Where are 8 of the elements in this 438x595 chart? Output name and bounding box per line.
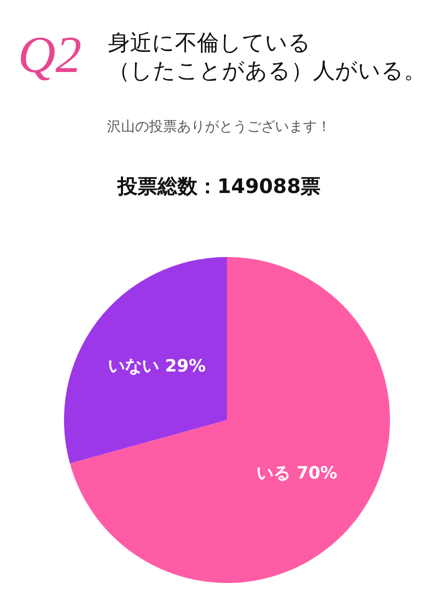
chart-subtitle: 沢山の投票ありがとうございます！ <box>106 118 332 136</box>
slice-label: いる 70% <box>256 463 338 484</box>
pie-slice <box>64 257 227 464</box>
chart-title: 身近に不倫している（したことがある）人がいる。 <box>108 30 427 86</box>
slice-label: いない 29% <box>108 356 206 377</box>
text: Q2 <box>18 26 82 86</box>
text: 投票総数：149088票 <box>116 173 322 200</box>
pie-slice <box>70 257 390 583</box>
